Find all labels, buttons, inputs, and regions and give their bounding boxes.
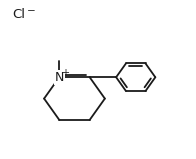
Text: Cl: Cl bbox=[12, 8, 25, 21]
Text: +: + bbox=[61, 68, 69, 78]
Text: −: − bbox=[26, 6, 35, 16]
Text: N: N bbox=[55, 71, 64, 84]
